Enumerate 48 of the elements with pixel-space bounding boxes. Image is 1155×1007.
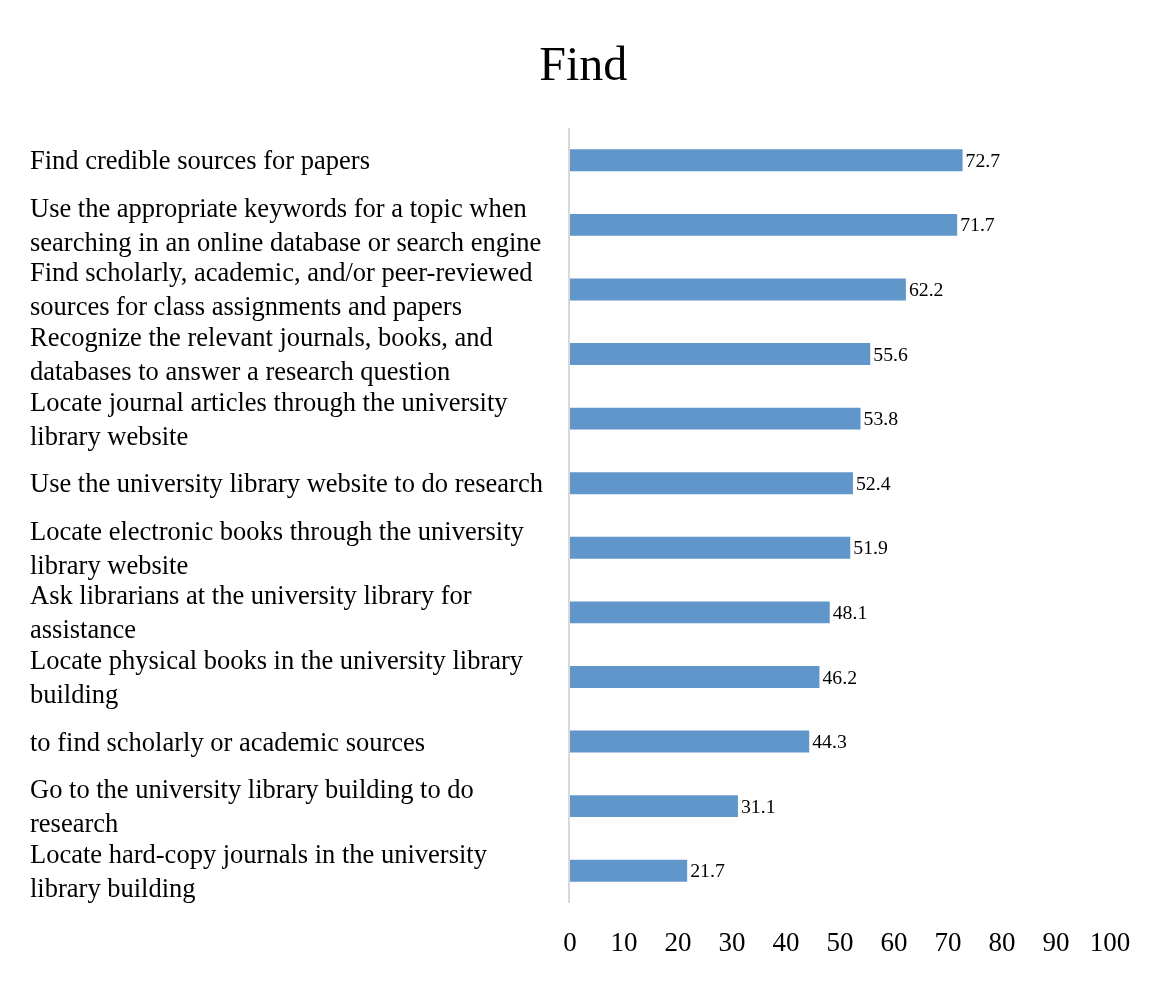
data-label: 71.7 [960,213,995,236]
x-tick-label: 90 [1042,927,1070,957]
x-tick-label: 0 [563,927,577,957]
data-label: 72.7 [965,148,1001,171]
data-label: 46.2 [822,665,858,688]
bar [570,149,963,172]
data-label: 21.7 [690,859,725,882]
y-tick-label: Use the appropriate keywords for a topic when searching in an online database or search engine [30,193,542,258]
x-tick-label: 100 [1089,927,1131,957]
x-tick-label: 20 [664,927,692,957]
data-label: 55.6 [873,342,908,365]
y-tick-label: Ask librarians at the university library for assistance [30,580,472,645]
data-label: 48.1 [832,600,868,623]
bar [570,536,851,559]
y-tick-label: Locate journal articles through the university library website [30,387,509,452]
x-tick-label: 60 [880,927,908,957]
bar [570,859,688,882]
x-tick-label: 70 [934,927,962,957]
y-tick-label: Use the university library website to do research [30,468,543,498]
bar [570,665,820,688]
bar [570,407,861,430]
data-label: 62.2 [908,278,944,301]
y-tick-label: Locate electronic books through the university library website [30,516,525,581]
chart-title: Find [539,36,628,90]
y-tick-label: Locate hard-copy journals in the university library building [30,839,488,904]
bar [570,601,830,624]
bar [570,278,906,301]
bar [570,795,738,818]
x-tick-label: 40 [772,927,800,957]
bar [570,213,958,236]
data-label: 52.4 [855,471,891,494]
data-label: 53.8 [863,407,899,430]
y-tick-label: Find scholarly, academic, and/or peer-reviewed sources for class assignments and papers [30,257,533,322]
y-tick-label: Go to the university library building to do research [30,774,474,839]
data-label: 44.3 [812,730,847,753]
y-tick-label: Find credible sources for papers [30,145,370,175]
y-tick-label: Recognize the relevant journals, books, and databases to answer a research question [30,322,493,387]
x-tick-label: 10 [610,927,638,957]
x-tick-label: 80 [988,927,1016,957]
bar [570,343,871,366]
bar [570,472,853,495]
bar [570,730,810,753]
y-tick-label: to find scholarly or academic sources [30,727,426,757]
data-label: 51.9 [853,536,888,559]
x-tick-label: 30 [718,927,746,957]
y-tick-label: Locate physical books in the university library building [30,645,524,710]
data-label: 31.1 [740,794,776,817]
x-tick-label: 50 [826,927,854,957]
